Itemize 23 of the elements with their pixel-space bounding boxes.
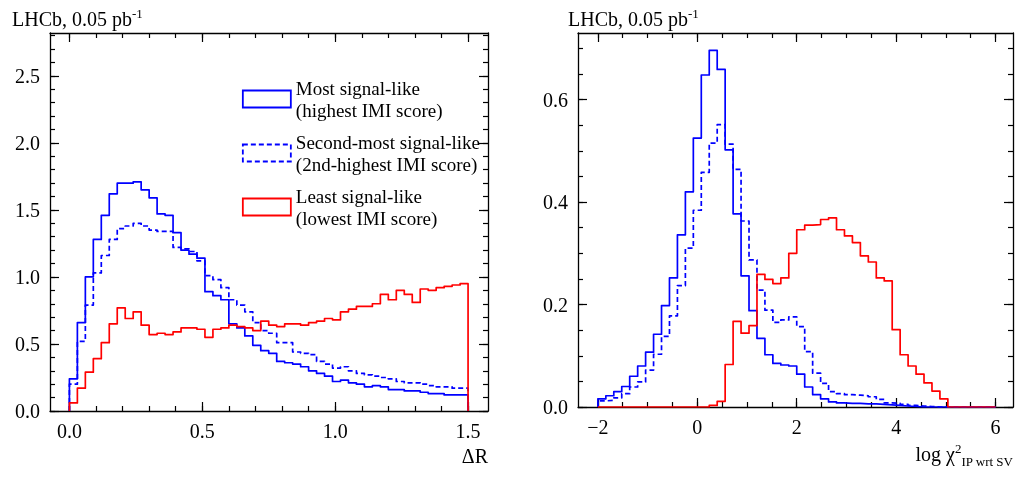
- y-tick-label: 0.0: [543, 396, 568, 418]
- x-axis-title: ΔR: [461, 445, 488, 468]
- legend-label: Most signal-like (highest IMI score): [295, 77, 443, 122]
- y-tick-label: 2.0: [15, 131, 40, 154]
- y-tick-label: 0.2: [543, 293, 568, 316]
- legend-label: Second-most signal-like (2nd-highest IMI score): [295, 131, 481, 176]
- x-tick-label: 1.5: [455, 420, 481, 442]
- y-tick-label: 0.0: [15, 400, 40, 422]
- x-tick-label: 0.0: [56, 420, 82, 442]
- x-tick-label: 0.5: [189, 420, 215, 442]
- y-tick-label: 1.5: [15, 198, 40, 221]
- x-tick-label: 0: [692, 416, 703, 438]
- y-tick-label: 0.4: [543, 191, 568, 214]
- legend-label: Least signal-like (lowest IMI score): [295, 185, 438, 230]
- x-tick-label: 1.0: [322, 420, 348, 442]
- x-tick-label: −2: [587, 416, 609, 438]
- x-tick-label: 6: [990, 416, 1001, 438]
- y-tick-label: 2.5: [15, 64, 40, 87]
- x-tick-label: 4: [891, 416, 902, 438]
- y-tick-label: 0.6: [543, 88, 568, 111]
- x-tick-label: 2: [791, 416, 802, 438]
- y-tick-label: 0.5: [15, 332, 40, 355]
- y-tick-label: 1.0: [15, 265, 40, 288]
